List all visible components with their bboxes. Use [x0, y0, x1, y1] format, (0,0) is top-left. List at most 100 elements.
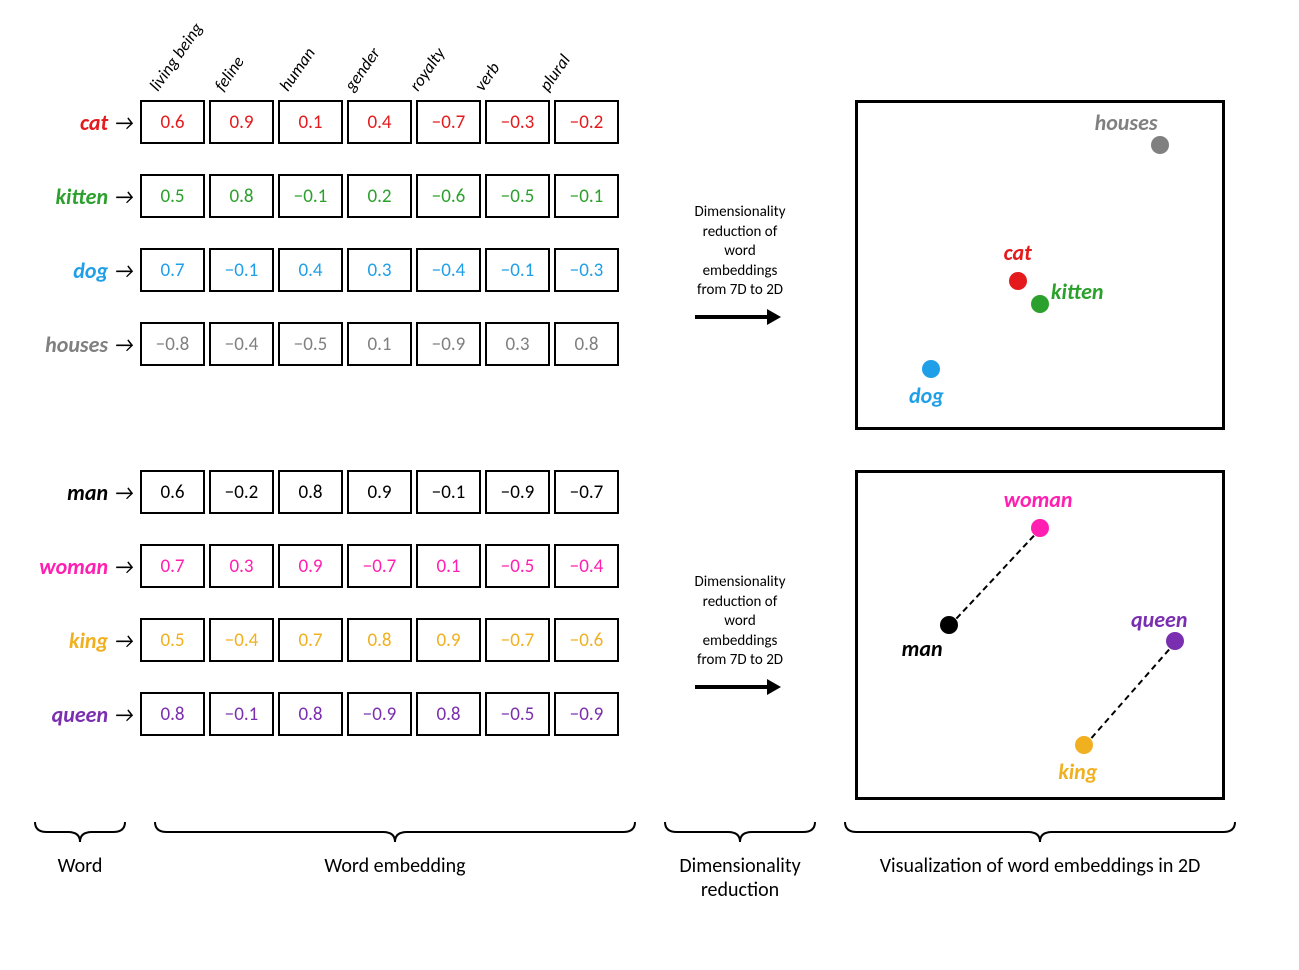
embedding-cell: −0.3 [485, 100, 550, 144]
embedding-cell: −0.9 [485, 470, 550, 514]
embedding-cell: 0.9 [347, 470, 412, 514]
brace-icon [830, 820, 1250, 850]
embedding-cell: −0.4 [209, 618, 274, 662]
word-label-kitten: kitten→ [20, 174, 140, 218]
embedding-cell: −0.7 [347, 544, 412, 588]
scatter-label-woman: woman [1004, 486, 1073, 513]
embedding-cell: −0.1 [485, 248, 550, 292]
brace-labels: WordWord embeddingDimensionality reducti… [20, 820, 1250, 902]
embedding-table: 0.60.90.10.4−0.7−0.3−0.20.50.8−0.10.2−0.… [140, 100, 650, 430]
embedding-cell: −0.1 [209, 692, 274, 736]
embedding-cell: −0.1 [554, 174, 619, 218]
embedding-row-king: 0.5−0.40.70.80.9−0.7−0.6 [140, 618, 650, 662]
embedding-row-woman: 0.70.30.9−0.70.1−0.5−0.4 [140, 544, 650, 588]
embedding-cell: 0.3 [485, 322, 550, 366]
scatter-point-dog [922, 360, 940, 378]
vector-line [1084, 641, 1176, 746]
embedding-cell: −0.5 [485, 174, 550, 218]
embedding-cell: 0.2 [347, 174, 412, 218]
word-column: man→woman→king→queen→ [20, 470, 140, 800]
embedding-cell: −0.5 [485, 692, 550, 736]
embedding-row-queen: 0.8−0.10.8−0.90.8−0.5−0.9 [140, 692, 650, 736]
embedding-cell: 0.8 [347, 618, 412, 662]
embedding-cell: 0.7 [278, 618, 343, 662]
word-label-woman: woman→ [20, 544, 140, 588]
embedding-cell: −0.5 [485, 544, 550, 588]
brace-word: Word [20, 820, 140, 902]
column-header: verb [465, 20, 530, 100]
scatter-point-woman [1031, 519, 1049, 537]
embedding-cell: 0.1 [347, 322, 412, 366]
embedding-cell: 0.5 [140, 174, 205, 218]
embedding-cell: 0.7 [140, 544, 205, 588]
brace-icon [140, 820, 650, 850]
scatter-label-cat: cat [1004, 239, 1032, 266]
column-header: gender [335, 20, 400, 100]
embedding-cell: −0.6 [554, 618, 619, 662]
scatter-point-man [940, 616, 958, 634]
embedding-cell: −0.5 [278, 322, 343, 366]
embedding-cell: 0.6 [140, 470, 205, 514]
embedding-cell: −0.4 [554, 544, 619, 588]
word-label-man: man→ [20, 470, 140, 514]
embedding-cell: 0.1 [416, 544, 481, 588]
embedding-row-houses: −0.8−0.4−0.50.1−0.90.30.8 [140, 322, 650, 366]
dimred-label: Dimensionalityreduction ofwordembeddings… [650, 470, 830, 800]
embedding-cell: −0.3 [554, 248, 619, 292]
scatter-point-king [1075, 736, 1093, 754]
embedding-cell: −0.8 [140, 322, 205, 366]
brace-viz: Visualization of word embeddings in 2D [830, 820, 1250, 902]
embedding-cell: 0.8 [209, 174, 274, 218]
embedding-cell: 0.3 [347, 248, 412, 292]
scatter-box: womanmanqueenking [855, 470, 1225, 800]
arrow-icon: → [114, 553, 134, 580]
embedding-cell: −0.7 [416, 100, 481, 144]
embedding-cell: −0.7 [485, 618, 550, 662]
embedding-cell: 0.9 [416, 618, 481, 662]
embedding-cell: −0.9 [416, 322, 481, 366]
scatter-label-kitten: kitten [1051, 278, 1104, 305]
embedding-cell: 0.7 [140, 248, 205, 292]
embedding-cell: −0.2 [554, 100, 619, 144]
word-label-cat: cat→ [20, 100, 140, 144]
arrow-right-icon [695, 307, 785, 327]
embedding-cell: 0.8 [278, 470, 343, 514]
arrow-icon: → [114, 183, 134, 210]
column-header: human [270, 20, 335, 100]
embedding-cell: 0.9 [209, 100, 274, 144]
embedding-cell: −0.1 [278, 174, 343, 218]
brace-embedding: Word embedding [140, 820, 650, 902]
scatter-point-queen [1166, 632, 1184, 650]
arrow-icon: → [114, 257, 134, 284]
scatter-label-queen: queen [1131, 606, 1187, 633]
embedding-cell: −0.2 [209, 470, 274, 514]
embedding-cell: 0.8 [140, 692, 205, 736]
word-label-houses: houses→ [20, 322, 140, 366]
scatter-box: catkittendoghouses [855, 100, 1225, 430]
scatter-point-kitten [1031, 295, 1049, 313]
embedding-cell: 0.1 [278, 100, 343, 144]
embedding-cell: −0.4 [209, 322, 274, 366]
embedding-cell: 0.8 [278, 692, 343, 736]
embedding-cell: −0.9 [554, 692, 619, 736]
embedding-cell: 0.4 [347, 100, 412, 144]
embedding-cell: −0.9 [347, 692, 412, 736]
column-header: royalty [400, 20, 465, 100]
arrow-icon: → [114, 331, 134, 358]
word-column: cat→kitten→dog→houses→ [20, 100, 140, 430]
embedding-cell: 0.3 [209, 544, 274, 588]
embedding-cell: 0.6 [140, 100, 205, 144]
scatter-label-dog: dog [909, 382, 944, 409]
embedding-cell: 0.8 [416, 692, 481, 736]
brace-icon [650, 820, 830, 850]
scatter-point-houses [1151, 136, 1169, 154]
scatter-plot: catkittendoghouses [830, 100, 1250, 430]
arrow-icon: → [114, 109, 134, 136]
brace-icon [20, 820, 140, 850]
column-header: plural [530, 20, 595, 100]
scatter-plot: womanmanqueenking [830, 470, 1250, 800]
embedding-cell: −0.4 [416, 248, 481, 292]
embedding-cell: 0.9 [278, 544, 343, 588]
embedding-row-cat: 0.60.90.10.4−0.7−0.3−0.2 [140, 100, 650, 144]
embedding-row-dog: 0.7−0.10.40.3−0.4−0.1−0.3 [140, 248, 650, 292]
